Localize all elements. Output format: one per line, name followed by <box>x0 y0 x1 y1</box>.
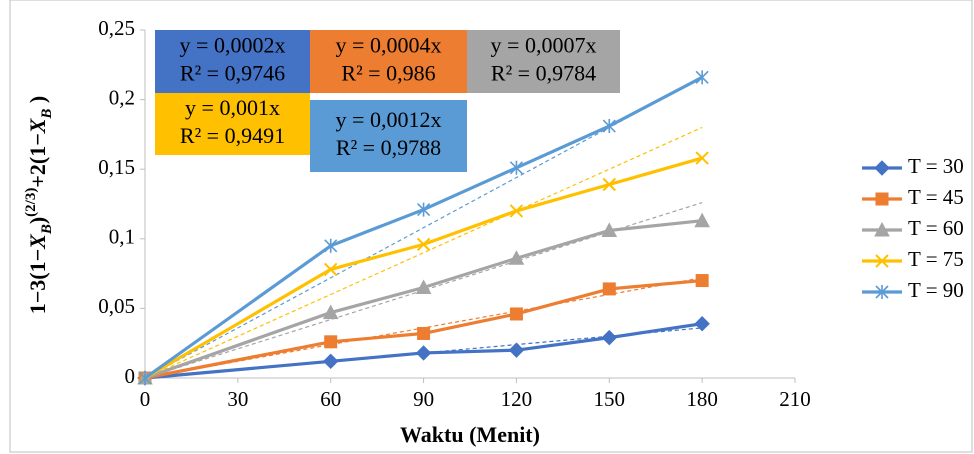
trend-r2: R² = 0,9788 <box>336 135 441 160</box>
x-axis-label: Waktu (Menit) <box>400 422 540 447</box>
marker <box>602 119 616 134</box>
marker <box>695 151 709 165</box>
legend-label: T = 45 <box>908 185 964 209</box>
series-line <box>144 219 703 380</box>
x-tick-label: 210 <box>779 387 811 411</box>
marker <box>509 307 523 321</box>
marker <box>324 238 338 253</box>
x-tick-label: 150 <box>594 387 626 411</box>
y-axis-label: 1−3(1−XB)(2/3)+2(1−XB ) <box>23 96 55 315</box>
y-axis-label-part: B <box>39 224 55 235</box>
marker <box>509 204 524 218</box>
marker <box>417 326 431 340</box>
legend-marker <box>875 192 889 206</box>
y-axis-label-part: B <box>39 109 55 120</box>
marker <box>415 279 432 295</box>
series-line <box>144 156 703 380</box>
x-tick-label: 90 <box>413 387 434 411</box>
legend-marker <box>875 285 889 299</box>
y-axis-label-part: X <box>25 117 50 134</box>
marker <box>322 304 339 320</box>
marker <box>694 212 710 228</box>
marker <box>508 250 525 265</box>
legend-label: T = 90 <box>908 278 964 302</box>
marker <box>138 371 152 385</box>
y-axis-label-part: X <box>25 233 50 250</box>
y-axis-label-part: (2/3) <box>23 188 39 217</box>
y-tick-label: 0,25 <box>98 16 135 40</box>
legend-label: T = 60 <box>908 216 964 240</box>
legend-label: T = 75 <box>908 247 964 271</box>
marker <box>694 316 710 332</box>
legend-marker <box>875 254 889 268</box>
marker <box>601 222 618 237</box>
trend-r2: R² = 0,9784 <box>491 61 596 86</box>
x-tick-label: 30 <box>227 387 248 411</box>
y-axis-label-part: 1−3(1− <box>25 249 50 314</box>
x-tick-label: 60 <box>320 387 341 411</box>
marker <box>508 342 525 358</box>
trend-r2: R² = 0,986 <box>341 61 435 86</box>
trend-equation: y = 0,0012x <box>336 107 442 132</box>
trend-r2: R² = 0,9746 <box>180 61 285 86</box>
series-line <box>144 278 703 380</box>
x-tick-label: 180 <box>686 387 718 411</box>
marker <box>602 177 616 192</box>
marker <box>602 282 616 296</box>
y-tick-label: 0,15 <box>98 155 135 179</box>
equation-box <box>155 93 310 155</box>
marker <box>509 160 523 175</box>
trend-equation: y = 0,0007x <box>491 33 597 58</box>
series-line <box>144 75 703 380</box>
trendline <box>144 126 703 379</box>
equation-box <box>155 30 310 93</box>
marker <box>324 262 338 277</box>
y-axis-label-part: ) <box>25 96 50 109</box>
equation-box <box>467 30 620 93</box>
y-axis-label-part: +2(1− <box>25 133 50 187</box>
trend-equation: y = 0,0002x <box>180 33 286 58</box>
marker <box>695 70 709 85</box>
marker <box>323 353 339 370</box>
y-tick-label: 0 <box>125 364 136 388</box>
trend-equation: y = 0,001x <box>185 95 280 120</box>
x-tick-label: 0 <box>140 387 151 411</box>
legend-label: T = 30 <box>908 154 964 178</box>
y-tick-label: 0,2 <box>109 85 135 109</box>
x-tick-label: 120 <box>501 387 533 411</box>
y-axis-label-part: ) <box>25 217 50 224</box>
marker <box>601 329 617 346</box>
marker <box>415 345 432 361</box>
series-line <box>144 322 703 380</box>
trend-r2: R² = 0,9491 <box>180 123 285 148</box>
legend-marker <box>874 221 890 237</box>
y-tick-label: 0,1 <box>109 225 135 249</box>
equation-box <box>310 30 467 93</box>
marker <box>416 237 431 252</box>
trend-equation: y = 0,0004x <box>336 33 442 58</box>
y-tick-label: 0,05 <box>98 294 135 318</box>
marker <box>695 274 709 288</box>
legend-marker <box>874 160 890 176</box>
marker <box>417 202 431 217</box>
marker <box>324 335 338 349</box>
equation-box <box>310 100 467 172</box>
